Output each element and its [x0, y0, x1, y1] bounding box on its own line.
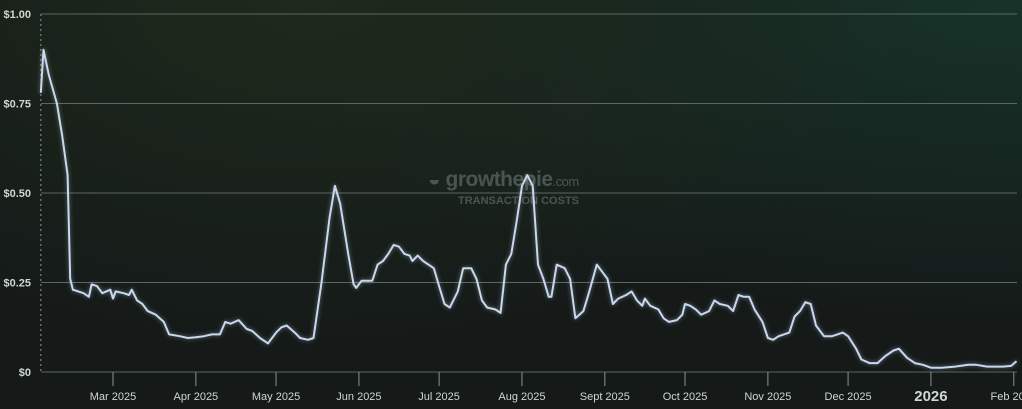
x-tick-label: Nov 2025 [744, 391, 791, 403]
y-axis: $0 $0.25 $0.50 $0.75 $1.00 [3, 9, 31, 379]
gridlines [41, 13, 1017, 373]
x-tick-label: Feb 2026 [991, 391, 1022, 403]
x-tick-label: Sept 2025 [580, 391, 630, 403]
x-tick-label: Oct 2025 [663, 391, 708, 403]
x-axis: Mar 2025 Apr 2025 May 2025 Jun 2025 Jul 2025… [90, 372, 1022, 405]
y-tick-label: $1.00 [3, 9, 31, 21]
y-tick-label: $0 [19, 367, 31, 379]
series-line[interactable] [39, 48, 1018, 369]
y-tick-label: $0.75 [3, 99, 31, 111]
x-tick-label: 2026 [914, 388, 947, 405]
x-tick-label: Mar 2025 [90, 391, 136, 403]
y-tick-label: $0.50 [3, 188, 31, 200]
y-tick-label: $0.25 [3, 278, 31, 290]
x-tick-label: Jun 2025 [336, 391, 381, 403]
x-tick-label: Dec 2025 [825, 391, 872, 403]
x-tick-label: Aug 2025 [498, 391, 545, 403]
x-tick-label: Jul 2025 [418, 391, 460, 403]
x-tick-label: Apr 2025 [174, 391, 219, 403]
x-tick-label: May 2025 [252, 391, 300, 403]
